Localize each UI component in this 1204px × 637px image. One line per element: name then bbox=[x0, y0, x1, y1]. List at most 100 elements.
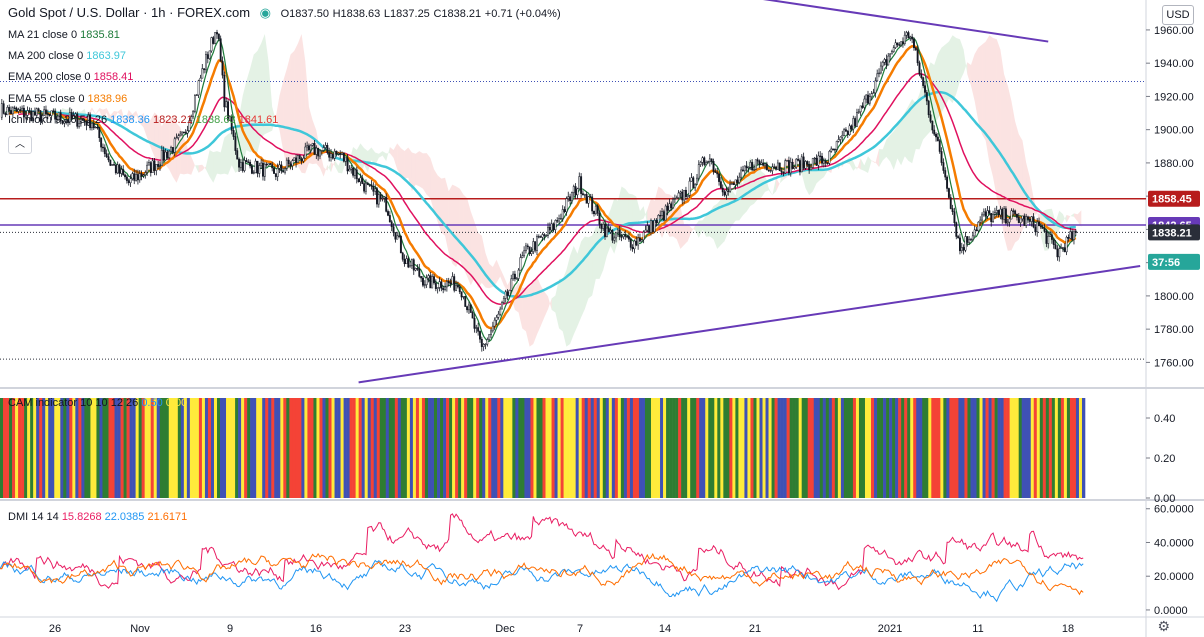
cam-bar bbox=[566, 398, 570, 498]
ichimoku-cloud-segment bbox=[945, 41, 949, 106]
candle-body bbox=[688, 180, 691, 196]
candle-body bbox=[197, 80, 200, 96]
dmi-pane: 60.0000 40.0000 20.0000 0.0000 bbox=[0, 504, 1194, 617]
cam-bar bbox=[530, 398, 534, 498]
candle-body bbox=[98, 127, 101, 139]
cam-bar bbox=[268, 398, 272, 498]
ichimoku-cloud-segment bbox=[860, 158, 865, 171]
cam-bar bbox=[542, 398, 546, 498]
cam-bar bbox=[226, 398, 230, 498]
candle-body bbox=[583, 194, 586, 196]
candle-body bbox=[8, 107, 11, 111]
candle-body bbox=[423, 284, 426, 286]
legend-cam[interactable]: CAM indicator 10 10 12 26 0.50 0.00 bbox=[8, 397, 188, 409]
ichimoku-cloud-segment bbox=[919, 80, 924, 150]
candle-body bbox=[635, 240, 638, 246]
ichimoku-cloud-segment bbox=[242, 80, 247, 167]
candle-body bbox=[960, 247, 963, 252]
currency-button[interactable]: USD bbox=[1162, 5, 1194, 25]
legend-ichimoku[interactable]: Ichimoku 9 26 52 26 1838.36 1823.21 1838… bbox=[8, 114, 279, 126]
dmi-tick-label: 20.0000 bbox=[1154, 571, 1194, 583]
candle-body bbox=[598, 212, 601, 225]
candle-body bbox=[642, 231, 645, 241]
cam-bar bbox=[123, 398, 127, 498]
ichimoku-cloud-segment bbox=[459, 188, 464, 269]
cam-bar bbox=[702, 398, 706, 498]
candle-body bbox=[863, 98, 866, 108]
candle-body bbox=[593, 210, 595, 215]
candle-body bbox=[1049, 234, 1052, 237]
gear-icon[interactable]: ⚙ bbox=[1157, 618, 1170, 634]
ichimoku-cloud-segment bbox=[963, 49, 968, 75]
symbol-title[interactable]: Gold Spot / U.S. Dollar · 1h · FOREX.com bbox=[8, 5, 251, 20]
candle-body bbox=[1047, 236, 1050, 244]
ichimoku-cloud-segment bbox=[525, 286, 530, 347]
legend-ema200[interactable]: EMA 200 close 0 1858.41 bbox=[8, 71, 134, 83]
candle-body bbox=[670, 203, 673, 209]
cam-bar bbox=[286, 398, 290, 498]
candle-body bbox=[216, 32, 218, 35]
ichimoku-cloud-segment bbox=[191, 156, 195, 175]
legend-dmi[interactable]: DMI 14 14 15.8268 22.0385 21.6171 bbox=[8, 511, 188, 523]
cam-bar bbox=[726, 398, 730, 498]
candle-body bbox=[263, 163, 266, 177]
candle-body bbox=[166, 151, 169, 158]
trendline bbox=[762, 0, 1049, 43]
candle-body bbox=[1069, 231, 1072, 239]
candle-body bbox=[982, 211, 985, 216]
cam-bar bbox=[207, 398, 212, 498]
cam-bar bbox=[235, 398, 239, 498]
cam-bar bbox=[141, 398, 145, 498]
ichimoku-cloud-segment bbox=[915, 93, 920, 150]
cam-bar bbox=[361, 398, 365, 498]
candle-body bbox=[615, 232, 618, 239]
candle-body bbox=[304, 146, 307, 159]
candle-body bbox=[914, 47, 917, 50]
candle-body bbox=[699, 162, 702, 165]
candle-body bbox=[839, 136, 842, 140]
ma200-line bbox=[18, 90, 1076, 299]
candle-body bbox=[857, 111, 860, 113]
trendline bbox=[358, 264, 1141, 384]
candle-body bbox=[100, 137, 103, 148]
candle-body bbox=[190, 116, 193, 121]
candle-body bbox=[874, 80, 877, 93]
legend-ma200[interactable]: MA 200 close 0 1863.97 bbox=[8, 50, 127, 62]
legend-ma21[interactable]: MA 21 close 0 1835.81 bbox=[8, 29, 120, 41]
candle-body bbox=[206, 54, 209, 59]
candle-body bbox=[563, 209, 566, 212]
cam-bar bbox=[292, 398, 296, 498]
candle-body bbox=[1012, 210, 1015, 212]
cam-bar bbox=[111, 398, 115, 498]
candle-body bbox=[298, 155, 301, 160]
candle-body bbox=[852, 118, 855, 130]
legend-ema55[interactable]: EMA 55 close 0 1838.96 bbox=[8, 93, 128, 105]
candle-body bbox=[1014, 210, 1017, 215]
candle-body bbox=[1030, 216, 1033, 222]
cam-bar bbox=[491, 398, 495, 498]
ichimoku-cloud-segment bbox=[91, 107, 96, 115]
candle-body bbox=[15, 107, 18, 112]
candle-body bbox=[828, 151, 831, 164]
candle-body bbox=[168, 150, 171, 158]
candle-body bbox=[885, 59, 888, 66]
candle-body bbox=[707, 161, 709, 163]
candle-body bbox=[234, 136, 237, 151]
candle-body bbox=[434, 282, 437, 289]
candle-body bbox=[532, 241, 535, 252]
cam-bar bbox=[24, 398, 28, 498]
candle-body bbox=[927, 100, 930, 116]
candle-body bbox=[868, 96, 871, 104]
candle-body bbox=[775, 166, 778, 170]
candle-body bbox=[708, 158, 711, 162]
cam-bar bbox=[641, 398, 646, 498]
collapse-legend-button[interactable]: ︿ bbox=[8, 136, 32, 154]
candle-body bbox=[824, 160, 827, 164]
candle-body bbox=[734, 179, 737, 185]
cam-bar bbox=[238, 398, 242, 498]
cam-bar bbox=[358, 398, 362, 498]
ichimoku-cloud-segment bbox=[217, 151, 221, 175]
candle-body bbox=[398, 235, 401, 237]
ohlc-low: L1837.25 bbox=[383, 8, 430, 20]
